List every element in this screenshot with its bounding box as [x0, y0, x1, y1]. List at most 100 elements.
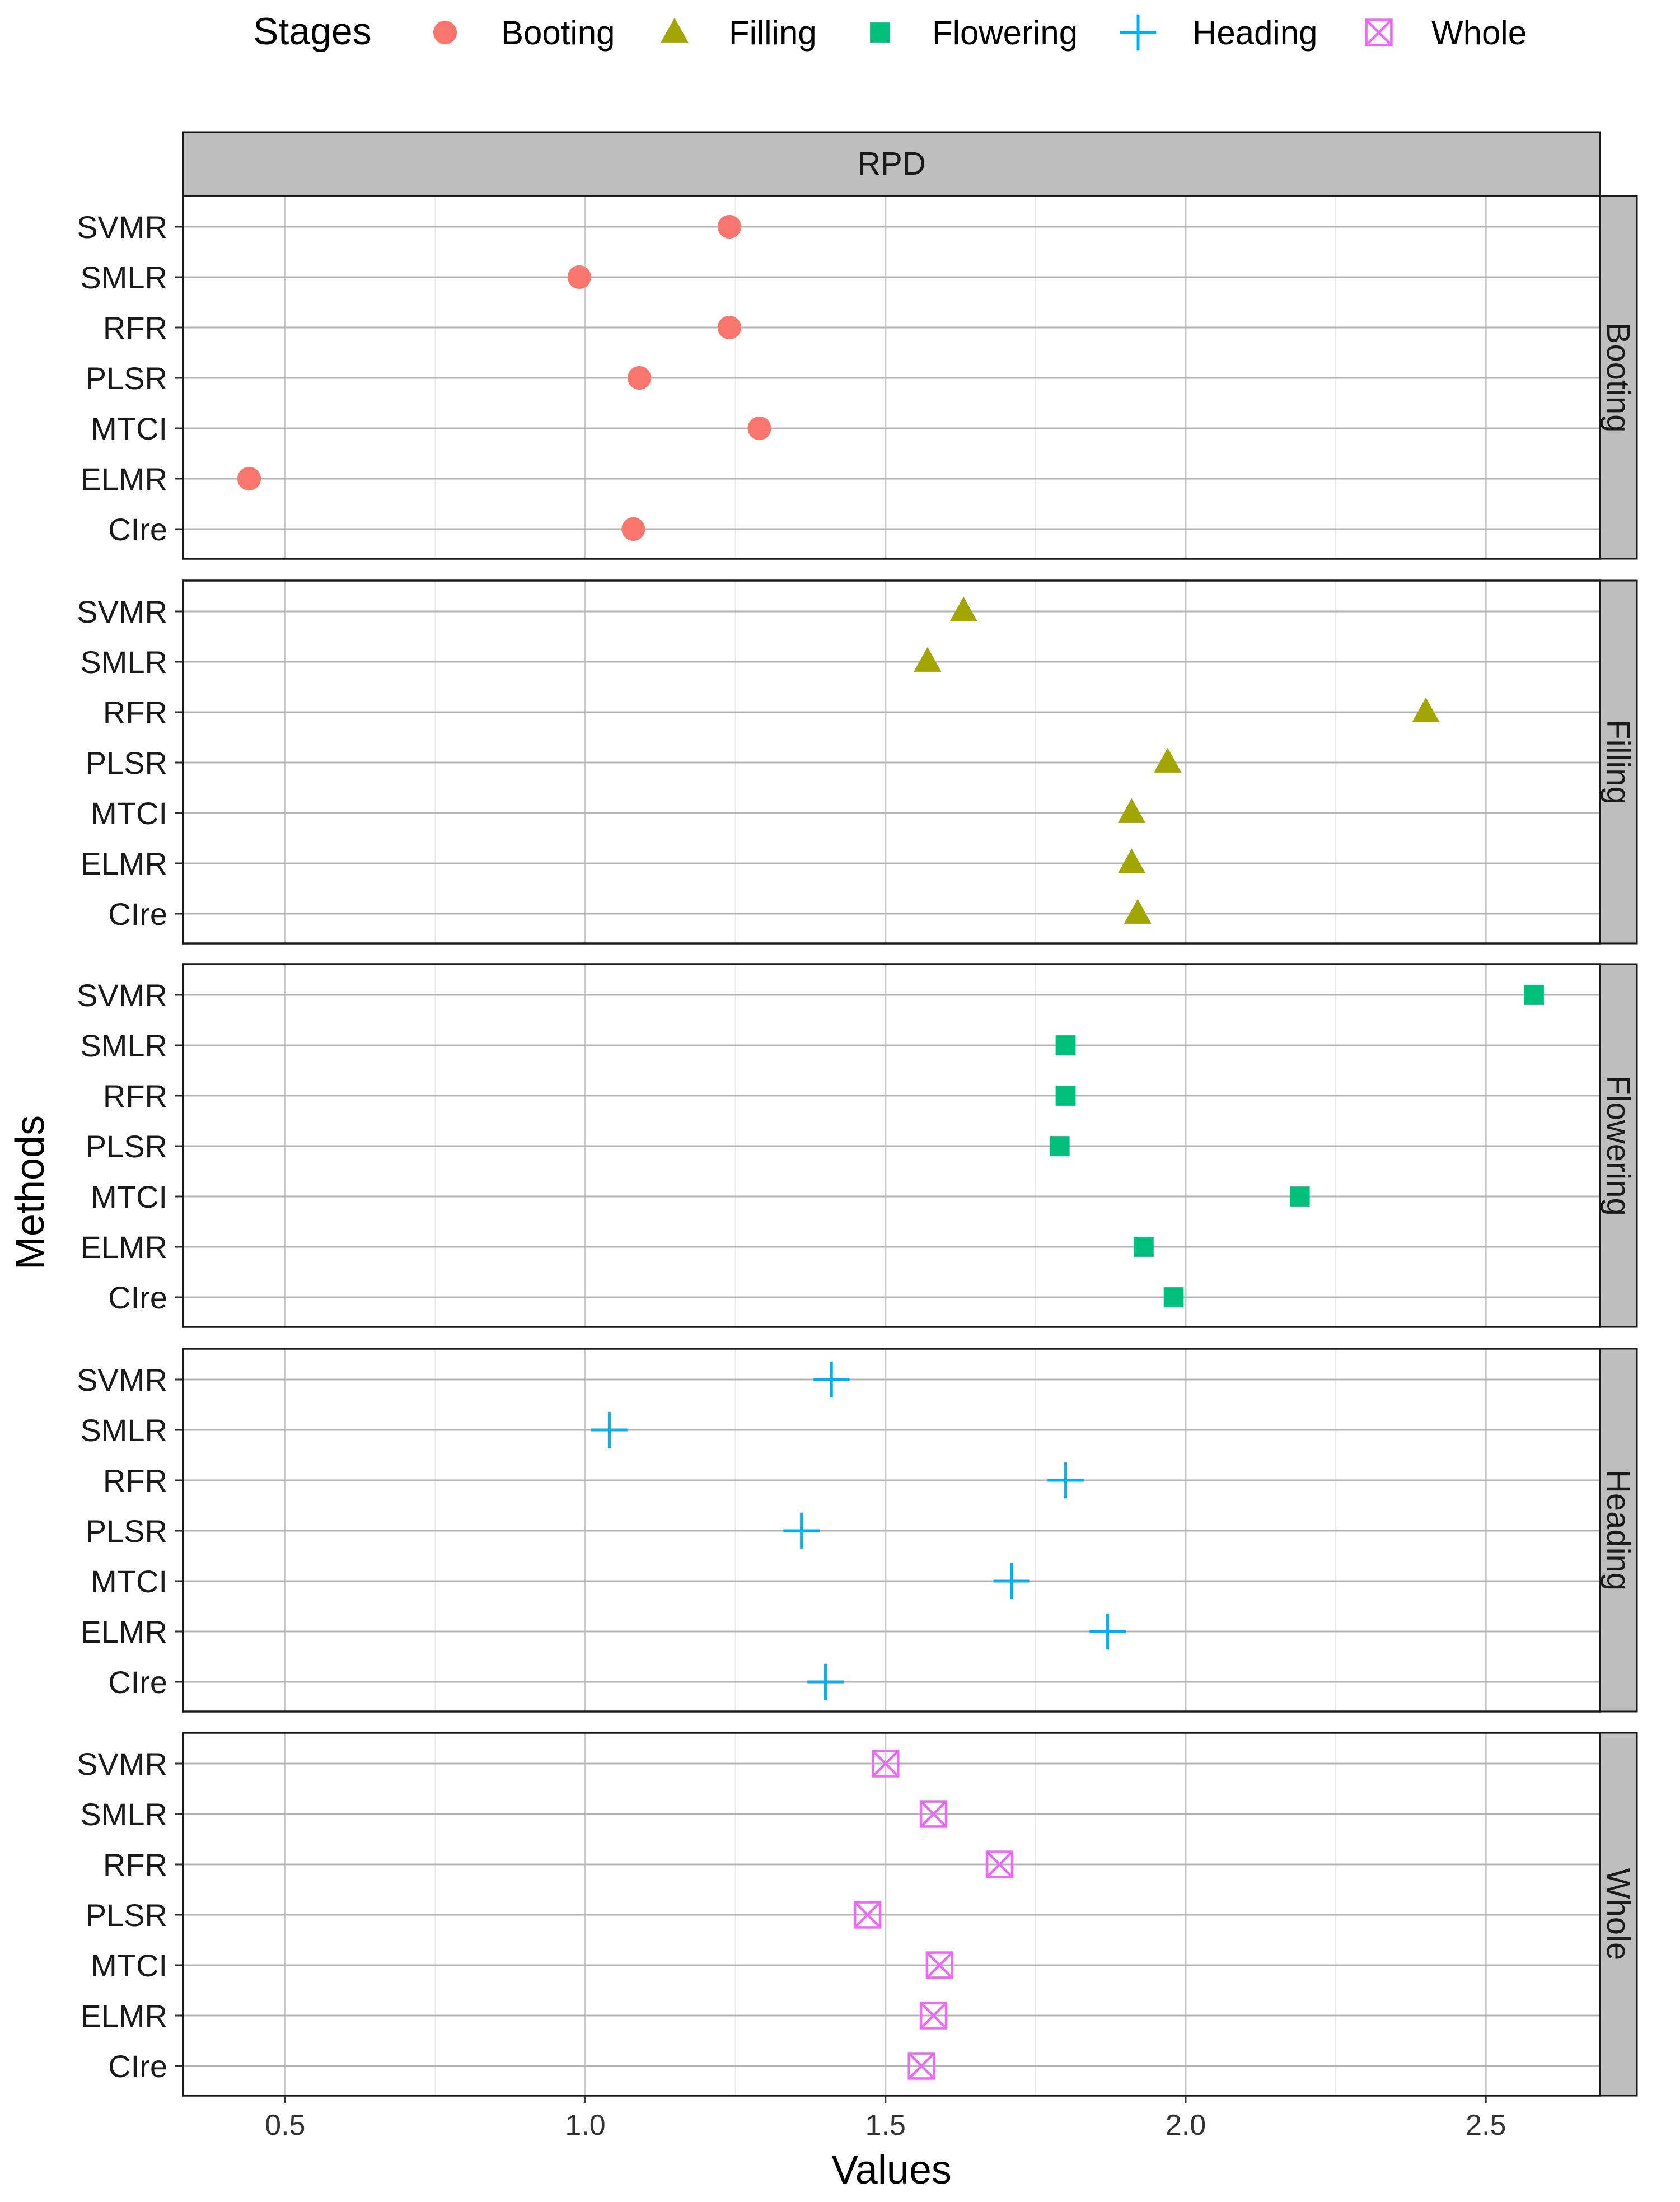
legend-key-filling: [661, 17, 689, 43]
stage-strip-filling: [1599, 579, 1638, 945]
y-tick-label-plsr: PLSR: [86, 745, 167, 780]
y-tick-label-elmr: ELMR: [80, 846, 167, 881]
legend-label-whole: Whole: [1431, 14, 1527, 52]
y-tick-label-smlr: SMLR: [80, 1028, 167, 1063]
legend-item-flowering: Flowering: [870, 14, 1078, 52]
point-booting-svmr: [717, 214, 742, 239]
point-filling-rfr: [1412, 697, 1440, 722]
point-heading-plsr: [783, 1512, 820, 1549]
point-flowering-elmr: [1134, 1237, 1154, 1257]
stage-strip-label-filling: Filling: [1600, 719, 1636, 805]
x-tick-label: 2.5: [1466, 2109, 1506, 2142]
point-filling-elmr: [1117, 848, 1146, 873]
y-tick-label-rfr: RFR: [103, 1078, 167, 1114]
panel-whole: SVMR SMLR RFR PLSR MTCI ELMR CIre Whole: [77, 1732, 1638, 2097]
y-tick-label-elmr: ELMR: [80, 461, 167, 497]
point-flowering-svmr: [1524, 985, 1544, 1005]
y-tick-label-cire: CIre: [108, 1665, 167, 1700]
y-tick-label-cire: CIre: [108, 512, 167, 547]
y-tick-label-smlr: SMLR: [80, 1413, 167, 1448]
point-flowering-cire: [1163, 1287, 1184, 1307]
y-tick-label-cire: CIre: [108, 1280, 167, 1315]
x-tick-label: 2.0: [1166, 2109, 1206, 2142]
y-tick-label-mtci: MTCI: [91, 1948, 167, 1983]
point-filling-svmr: [949, 596, 977, 621]
x-tick-label: 1.5: [865, 2109, 906, 2142]
metric-strip: [182, 131, 1601, 197]
y-tick-label-plsr: PLSR: [86, 1897, 167, 1933]
y-tick-label-svmr: SVMR: [77, 978, 167, 1013]
point-filling-cire: [1124, 899, 1152, 924]
point-flowering-plsr: [1049, 1136, 1070, 1156]
stage-strip-label-booting: Booting: [1600, 322, 1636, 433]
legend-key-heading: [1120, 14, 1157, 51]
y-axis-title: Methods: [8, 1115, 53, 1270]
point-filling-smlr: [914, 647, 942, 672]
y-tick-label-mtci: MTCI: [91, 1564, 167, 1599]
y-tick-label-mtci: MTCI: [91, 411, 167, 446]
point-whole-rfr: [985, 1850, 1014, 1878]
stage-strip-whole: [1599, 1732, 1638, 2097]
point-heading-rfr: [1047, 1462, 1084, 1499]
y-tick-label-svmr: SVMR: [77, 594, 167, 629]
y-tick-label-svmr: SVMR: [77, 209, 167, 245]
stage-strip-heading: [1599, 1348, 1638, 1713]
legend-item-filling: Filling: [661, 14, 817, 52]
y-tick-label-cire: CIre: [108, 896, 167, 932]
point-booting-elmr: [237, 466, 261, 491]
legend-item-whole: Whole: [1365, 14, 1527, 52]
y-tick-label-rfr: RFR: [103, 1847, 167, 1882]
metric-strip-label: RPD: [857, 146, 925, 182]
y-tick-label-rfr: RFR: [103, 1463, 167, 1498]
legend-label-flowering: Flowering: [932, 14, 1078, 52]
point-heading-cire: [807, 1663, 844, 1700]
legend-key-booting: [433, 20, 457, 45]
stage-strip-booting: [1599, 195, 1638, 560]
point-whole-smlr: [919, 1800, 948, 1828]
y-tick-label-mtci: MTCI: [91, 1179, 167, 1214]
point-filling-plsr: [1154, 747, 1182, 773]
stage-strip-label-whole: Whole: [1600, 1868, 1636, 1960]
y-tick-label-elmr: ELMR: [80, 1998, 167, 2033]
point-whole-plsr: [853, 1901, 882, 1929]
point-flowering-mtci: [1289, 1186, 1310, 1207]
legend-label-heading: Heading: [1192, 14, 1318, 52]
point-booting-mtci: [747, 416, 771, 441]
y-tick-label-elmr: ELMR: [80, 1614, 167, 1649]
point-flowering-rfr: [1055, 1086, 1076, 1106]
y-tick-label-rfr: RFR: [103, 310, 167, 345]
y-tick-label-smlr: SMLR: [80, 260, 167, 295]
y-tick-label-svmr: SVMR: [77, 1746, 167, 1782]
x-axis-title: Values: [831, 2148, 952, 2192]
point-heading-elmr: [1089, 1613, 1126, 1650]
y-tick-label-plsr: PLSR: [86, 1129, 167, 1164]
point-heading-mtci: [993, 1563, 1030, 1600]
legend-item-booting: Booting: [433, 14, 615, 52]
point-filling-mtci: [1117, 798, 1146, 823]
stage-strip-label-flowering: Flowering: [1600, 1075, 1636, 1215]
y-tick-label-svmr: SVMR: [77, 1362, 167, 1397]
point-whole-mtci: [925, 1951, 953, 1979]
stage-strip-flowering: [1599, 963, 1638, 1328]
legend-label-filling: Filling: [729, 14, 817, 52]
legend-item-heading: Heading: [1120, 14, 1318, 52]
panel-booting: SVMR SMLR RFR PLSR MTCI ELMR CIre Booting: [77, 195, 1638, 560]
y-tick-label-smlr: SMLR: [80, 644, 167, 680]
point-whole-cire: [907, 2052, 935, 2080]
stage-strip-label-heading: Heading: [1600, 1470, 1636, 1591]
legend-key-whole: [1365, 18, 1393, 46]
y-tick-label-elmr: ELMR: [80, 1229, 167, 1265]
panel-filling: SVMR SMLR RFR PLSR MTCI ELMR CIre Filling: [77, 579, 1638, 945]
panel-flowering: SVMR SMLR RFR PLSR MTCI ELMR CIre Flowering: [77, 963, 1638, 1328]
x-tick-label: 0.5: [265, 2109, 305, 2142]
point-booting-smlr: [567, 265, 591, 289]
point-heading-svmr: [813, 1361, 850, 1398]
y-tick-label-plsr: PLSR: [86, 1513, 167, 1549]
y-tick-label-mtci: MTCI: [91, 796, 167, 831]
legend-label-booting: Booting: [501, 14, 615, 52]
point-whole-elmr: [919, 2002, 948, 2030]
x-tick-label: 1.0: [565, 2109, 605, 2142]
y-tick-label-plsr: PLSR: [86, 361, 167, 396]
point-booting-cire: [621, 517, 645, 541]
